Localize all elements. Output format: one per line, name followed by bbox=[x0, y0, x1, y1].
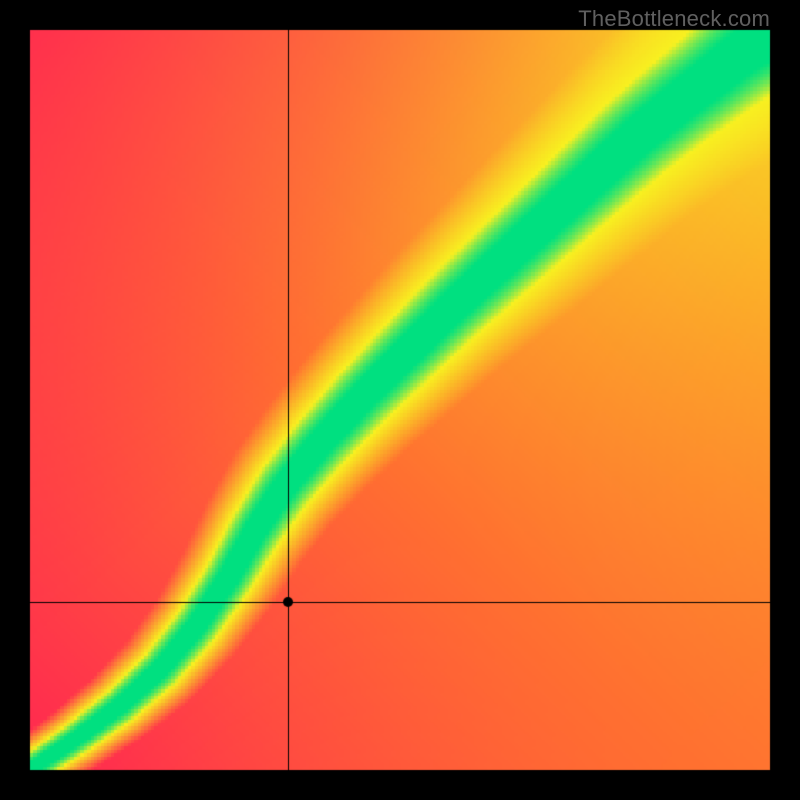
watermark-text: TheBottleneck.com bbox=[578, 6, 770, 32]
chart-container: TheBottleneck.com bbox=[0, 0, 800, 800]
heatmap-canvas bbox=[0, 0, 800, 800]
